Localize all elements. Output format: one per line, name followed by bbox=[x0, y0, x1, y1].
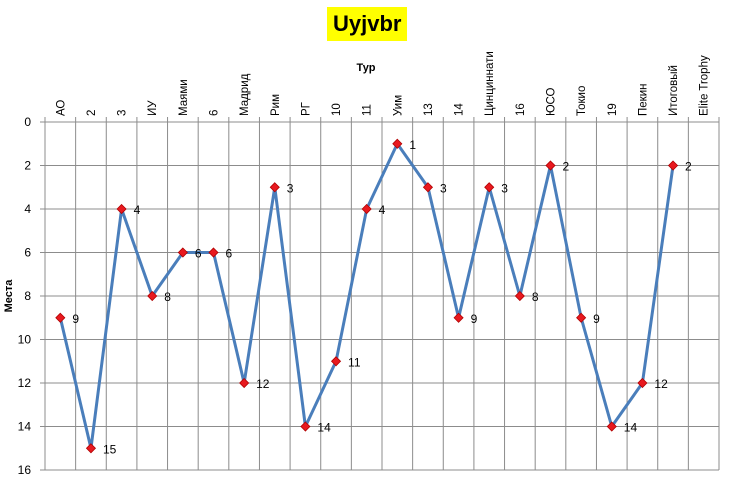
y-axis-title: Места bbox=[3, 279, 15, 313]
x-tick-label: 16 bbox=[515, 103, 527, 116]
data-point bbox=[545, 160, 556, 171]
data-point bbox=[55, 312, 66, 323]
data-label: 8 bbox=[164, 290, 171, 304]
data-point bbox=[422, 182, 434, 193]
data-label: 1 bbox=[409, 138, 416, 152]
y-tick-label: 6 bbox=[24, 246, 31, 260]
data-label: 6 bbox=[195, 247, 202, 261]
x-tick-label: АО bbox=[55, 100, 67, 116]
data-point bbox=[330, 356, 342, 367]
y-tick-label: 16 bbox=[18, 463, 32, 477]
data-label: 4 bbox=[379, 203, 386, 217]
y-tick-label: 14 bbox=[18, 420, 32, 434]
data-label: 9 bbox=[471, 312, 478, 326]
chart-title: Uyjvbr bbox=[333, 11, 402, 36]
data-label: 6 bbox=[226, 247, 233, 261]
data-point bbox=[177, 247, 188, 258]
x-tick-label: 13 bbox=[423, 103, 435, 116]
y-tick-label: 2 bbox=[24, 159, 31, 173]
data-point bbox=[453, 312, 464, 323]
x-tick-label: Рим bbox=[270, 94, 282, 116]
x-tick-label: 11 bbox=[362, 104, 374, 116]
x-tick-label: 2 bbox=[86, 110, 98, 116]
x-tick-label: 14 bbox=[454, 103, 466, 116]
x-tick-label: РГ bbox=[300, 101, 312, 116]
data-point bbox=[147, 290, 158, 302]
data-label: 2 bbox=[685, 160, 692, 174]
data-label: 14 bbox=[624, 421, 638, 435]
data-label: 12 bbox=[654, 377, 668, 391]
data-point bbox=[361, 203, 372, 215]
data-label: 14 bbox=[317, 421, 331, 435]
data-label: 2 bbox=[563, 160, 570, 174]
x-tick-label: Пекин bbox=[637, 84, 649, 116]
data-label: 3 bbox=[501, 181, 508, 195]
data-label: 4 bbox=[134, 203, 141, 217]
data-label: 9 bbox=[593, 312, 600, 326]
x-tick-label: 3 bbox=[117, 110, 129, 116]
data-point bbox=[667, 160, 679, 171]
chart-title-box: Uyjvbr bbox=[327, 7, 408, 41]
x-tick-label: ЮСО bbox=[546, 87, 558, 116]
data-label: 3 bbox=[287, 181, 294, 195]
data-point bbox=[484, 182, 495, 193]
y-tick-label: 12 bbox=[18, 376, 32, 390]
data-label: 9 bbox=[72, 312, 79, 326]
x-tick-label: Токио bbox=[576, 86, 588, 116]
data-label: 11 bbox=[348, 355, 361, 369]
x-tick-label: 6 bbox=[209, 110, 221, 116]
x-tick-label: Elite Trophy bbox=[699, 55, 711, 116]
x-tick-label: 19 bbox=[607, 103, 619, 116]
data-point bbox=[239, 377, 250, 389]
x-axis-title: Тур bbox=[357, 62, 376, 74]
data-label: 15 bbox=[103, 442, 117, 456]
data-point bbox=[392, 138, 403, 149]
x-tick-label: 10 bbox=[331, 103, 343, 116]
x-tick-label: Уим bbox=[392, 95, 404, 116]
data-point bbox=[576, 312, 587, 323]
data-point bbox=[606, 421, 617, 432]
x-tick-label: Итоговый bbox=[668, 65, 680, 116]
data-label: 8 bbox=[532, 290, 539, 304]
x-tick-label: Мадрид bbox=[239, 73, 251, 116]
x-tick-label: Цинциннати bbox=[484, 51, 496, 116]
x-tick-label: ИУ bbox=[147, 100, 159, 116]
data-point bbox=[269, 182, 280, 193]
y-tick-label: 10 bbox=[18, 333, 32, 347]
data-point bbox=[208, 247, 219, 258]
y-tick-label: 4 bbox=[24, 202, 31, 216]
data-point bbox=[300, 421, 311, 432]
x-tick-label: Маями bbox=[178, 79, 190, 116]
data-point bbox=[514, 290, 525, 302]
data-point bbox=[85, 443, 97, 454]
data-point bbox=[637, 377, 648, 389]
data-label: 12 bbox=[256, 377, 270, 391]
data-point bbox=[116, 203, 127, 215]
y-tick-label: 0 bbox=[24, 115, 31, 129]
data-label: 3 bbox=[440, 181, 447, 195]
y-tick-label: 8 bbox=[24, 289, 31, 303]
